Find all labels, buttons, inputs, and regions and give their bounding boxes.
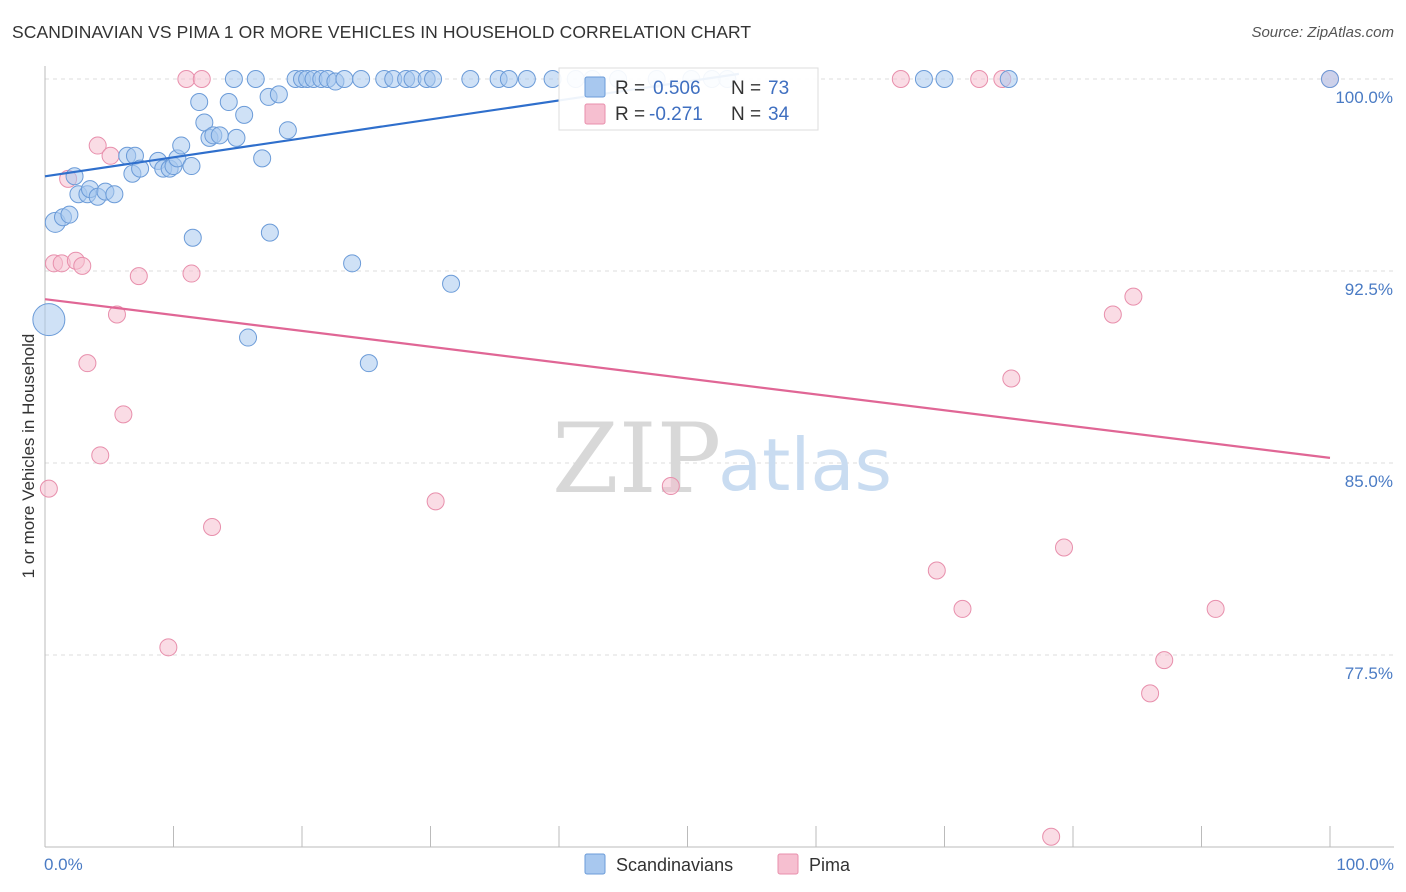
pima-point bbox=[91, 446, 110, 465]
pima-point bbox=[1206, 599, 1225, 618]
pima-point bbox=[129, 267, 148, 286]
legend-n-value-pink: 34 bbox=[768, 104, 790, 125]
legend-swatch-blue bbox=[584, 76, 606, 98]
scandinavian-point bbox=[359, 354, 378, 373]
scandinavian-point bbox=[190, 93, 209, 112]
scandinavian-point bbox=[442, 274, 461, 293]
scandinavian-point bbox=[260, 223, 279, 242]
scandinavian-point bbox=[172, 136, 191, 155]
y-tick-label: 85.0% bbox=[1345, 472, 1393, 491]
source-label: Source: ZipAtlas.com bbox=[1251, 24, 1394, 41]
watermark-atlas: atlas bbox=[718, 423, 892, 507]
pima-point bbox=[114, 405, 133, 424]
scandinavian-point bbox=[219, 93, 238, 112]
legend-n-label-blue: N = bbox=[731, 78, 761, 99]
pima-point bbox=[182, 264, 201, 283]
scandinavian-point bbox=[424, 70, 443, 88]
series-legend: Scandinavians Pima bbox=[584, 853, 851, 875]
scandinavian-point bbox=[253, 149, 272, 168]
pima-point bbox=[203, 518, 222, 536]
scandinavian-point bbox=[999, 70, 1018, 88]
pima-point bbox=[1103, 305, 1122, 324]
scandinavian-point bbox=[461, 70, 480, 88]
scandinavian-point bbox=[499, 70, 518, 88]
scandinavian-point bbox=[235, 105, 254, 124]
y-tick-label: 100.0% bbox=[1335, 88, 1393, 107]
axes bbox=[44, 66, 1394, 848]
pima-point bbox=[953, 599, 972, 618]
scandinavian-point bbox=[517, 70, 536, 88]
watermark: ZIP atlas bbox=[552, 403, 892, 515]
pima-point bbox=[78, 354, 97, 373]
scandinavian-point bbox=[210, 126, 229, 145]
scandinavian-point bbox=[60, 205, 79, 224]
y-tick-label: 92.5% bbox=[1345, 280, 1393, 299]
pima-point bbox=[1002, 369, 1021, 388]
y-tick-label: 77.5% bbox=[1345, 664, 1393, 683]
series-legend-swatch-blue bbox=[584, 853, 606, 875]
scandinavian-point bbox=[183, 228, 202, 247]
pima-point bbox=[159, 638, 178, 657]
pima-point bbox=[39, 479, 58, 498]
scandinavian-point bbox=[32, 303, 66, 337]
pima-point bbox=[1141, 684, 1160, 703]
pima-point bbox=[1124, 287, 1143, 306]
pima-point bbox=[73, 256, 92, 275]
series-legend-label-scandinavians: Scandinavians bbox=[616, 855, 733, 875]
pima-point bbox=[1155, 651, 1174, 670]
gridlines bbox=[45, 78, 1394, 656]
pima-trend-line bbox=[44, 298, 1331, 459]
scandinavian-point bbox=[1321, 70, 1339, 88]
pima-point bbox=[661, 477, 680, 496]
scandinavian-point bbox=[935, 70, 954, 88]
pima-point bbox=[101, 146, 120, 165]
legend-r-value-blue: 0.506 bbox=[653, 78, 701, 99]
scandinavian-point bbox=[239, 328, 258, 347]
pima-point bbox=[927, 561, 946, 580]
scandinavian-point bbox=[131, 159, 150, 178]
pima-point bbox=[970, 70, 989, 88]
scandinavian-point bbox=[224, 70, 243, 88]
pima-point bbox=[88, 136, 107, 155]
scandinavian-point bbox=[343, 254, 362, 273]
pima-point bbox=[1042, 827, 1061, 846]
scandinavian-point bbox=[352, 70, 371, 88]
legend-n-label-pink: N = bbox=[731, 104, 761, 125]
watermark-zip: ZIP bbox=[552, 403, 721, 515]
legend-n-value-blue: 73 bbox=[768, 78, 789, 99]
y-tick-labels: 100.0% 92.5% 85.0% 77.5% bbox=[1335, 88, 1393, 683]
scandinavian-point bbox=[246, 70, 265, 88]
x-tick-label-min: 0.0% bbox=[44, 855, 83, 874]
scandinavian-point bbox=[335, 70, 354, 88]
scandinavian-point bbox=[227, 128, 246, 147]
series-legend-label-pima: Pima bbox=[809, 855, 851, 875]
pima-point bbox=[107, 305, 126, 324]
scandinavian-point bbox=[182, 157, 201, 176]
legend-r-label-pink: R = bbox=[615, 104, 645, 125]
y-axis-label: 1 or more Vehicles in Household bbox=[19, 334, 38, 579]
pima-point bbox=[1055, 538, 1074, 557]
series-legend-swatch-pink bbox=[777, 853, 799, 875]
x-tick-label-max: 100.0% bbox=[1336, 855, 1394, 874]
legend-swatch-pink bbox=[584, 103, 606, 125]
pima-point bbox=[177, 70, 196, 88]
pima-point bbox=[426, 492, 445, 511]
correlation-legend: R = 0.506 N = 73 R = -0.271 N = 34 bbox=[558, 67, 819, 131]
pima-point bbox=[192, 70, 211, 88]
chart-title: SCANDINAVIAN VS PIMA 1 OR MORE VEHICLES … bbox=[12, 22, 752, 42]
legend-r-label-blue: R = bbox=[615, 78, 645, 99]
scandinavian-point bbox=[278, 121, 297, 140]
scandinavian-point bbox=[269, 85, 288, 104]
scandinavian-point bbox=[914, 70, 933, 88]
scandinavian-point bbox=[105, 185, 124, 204]
pima-point bbox=[891, 70, 910, 88]
legend-r-value-pink: -0.271 bbox=[649, 104, 703, 125]
